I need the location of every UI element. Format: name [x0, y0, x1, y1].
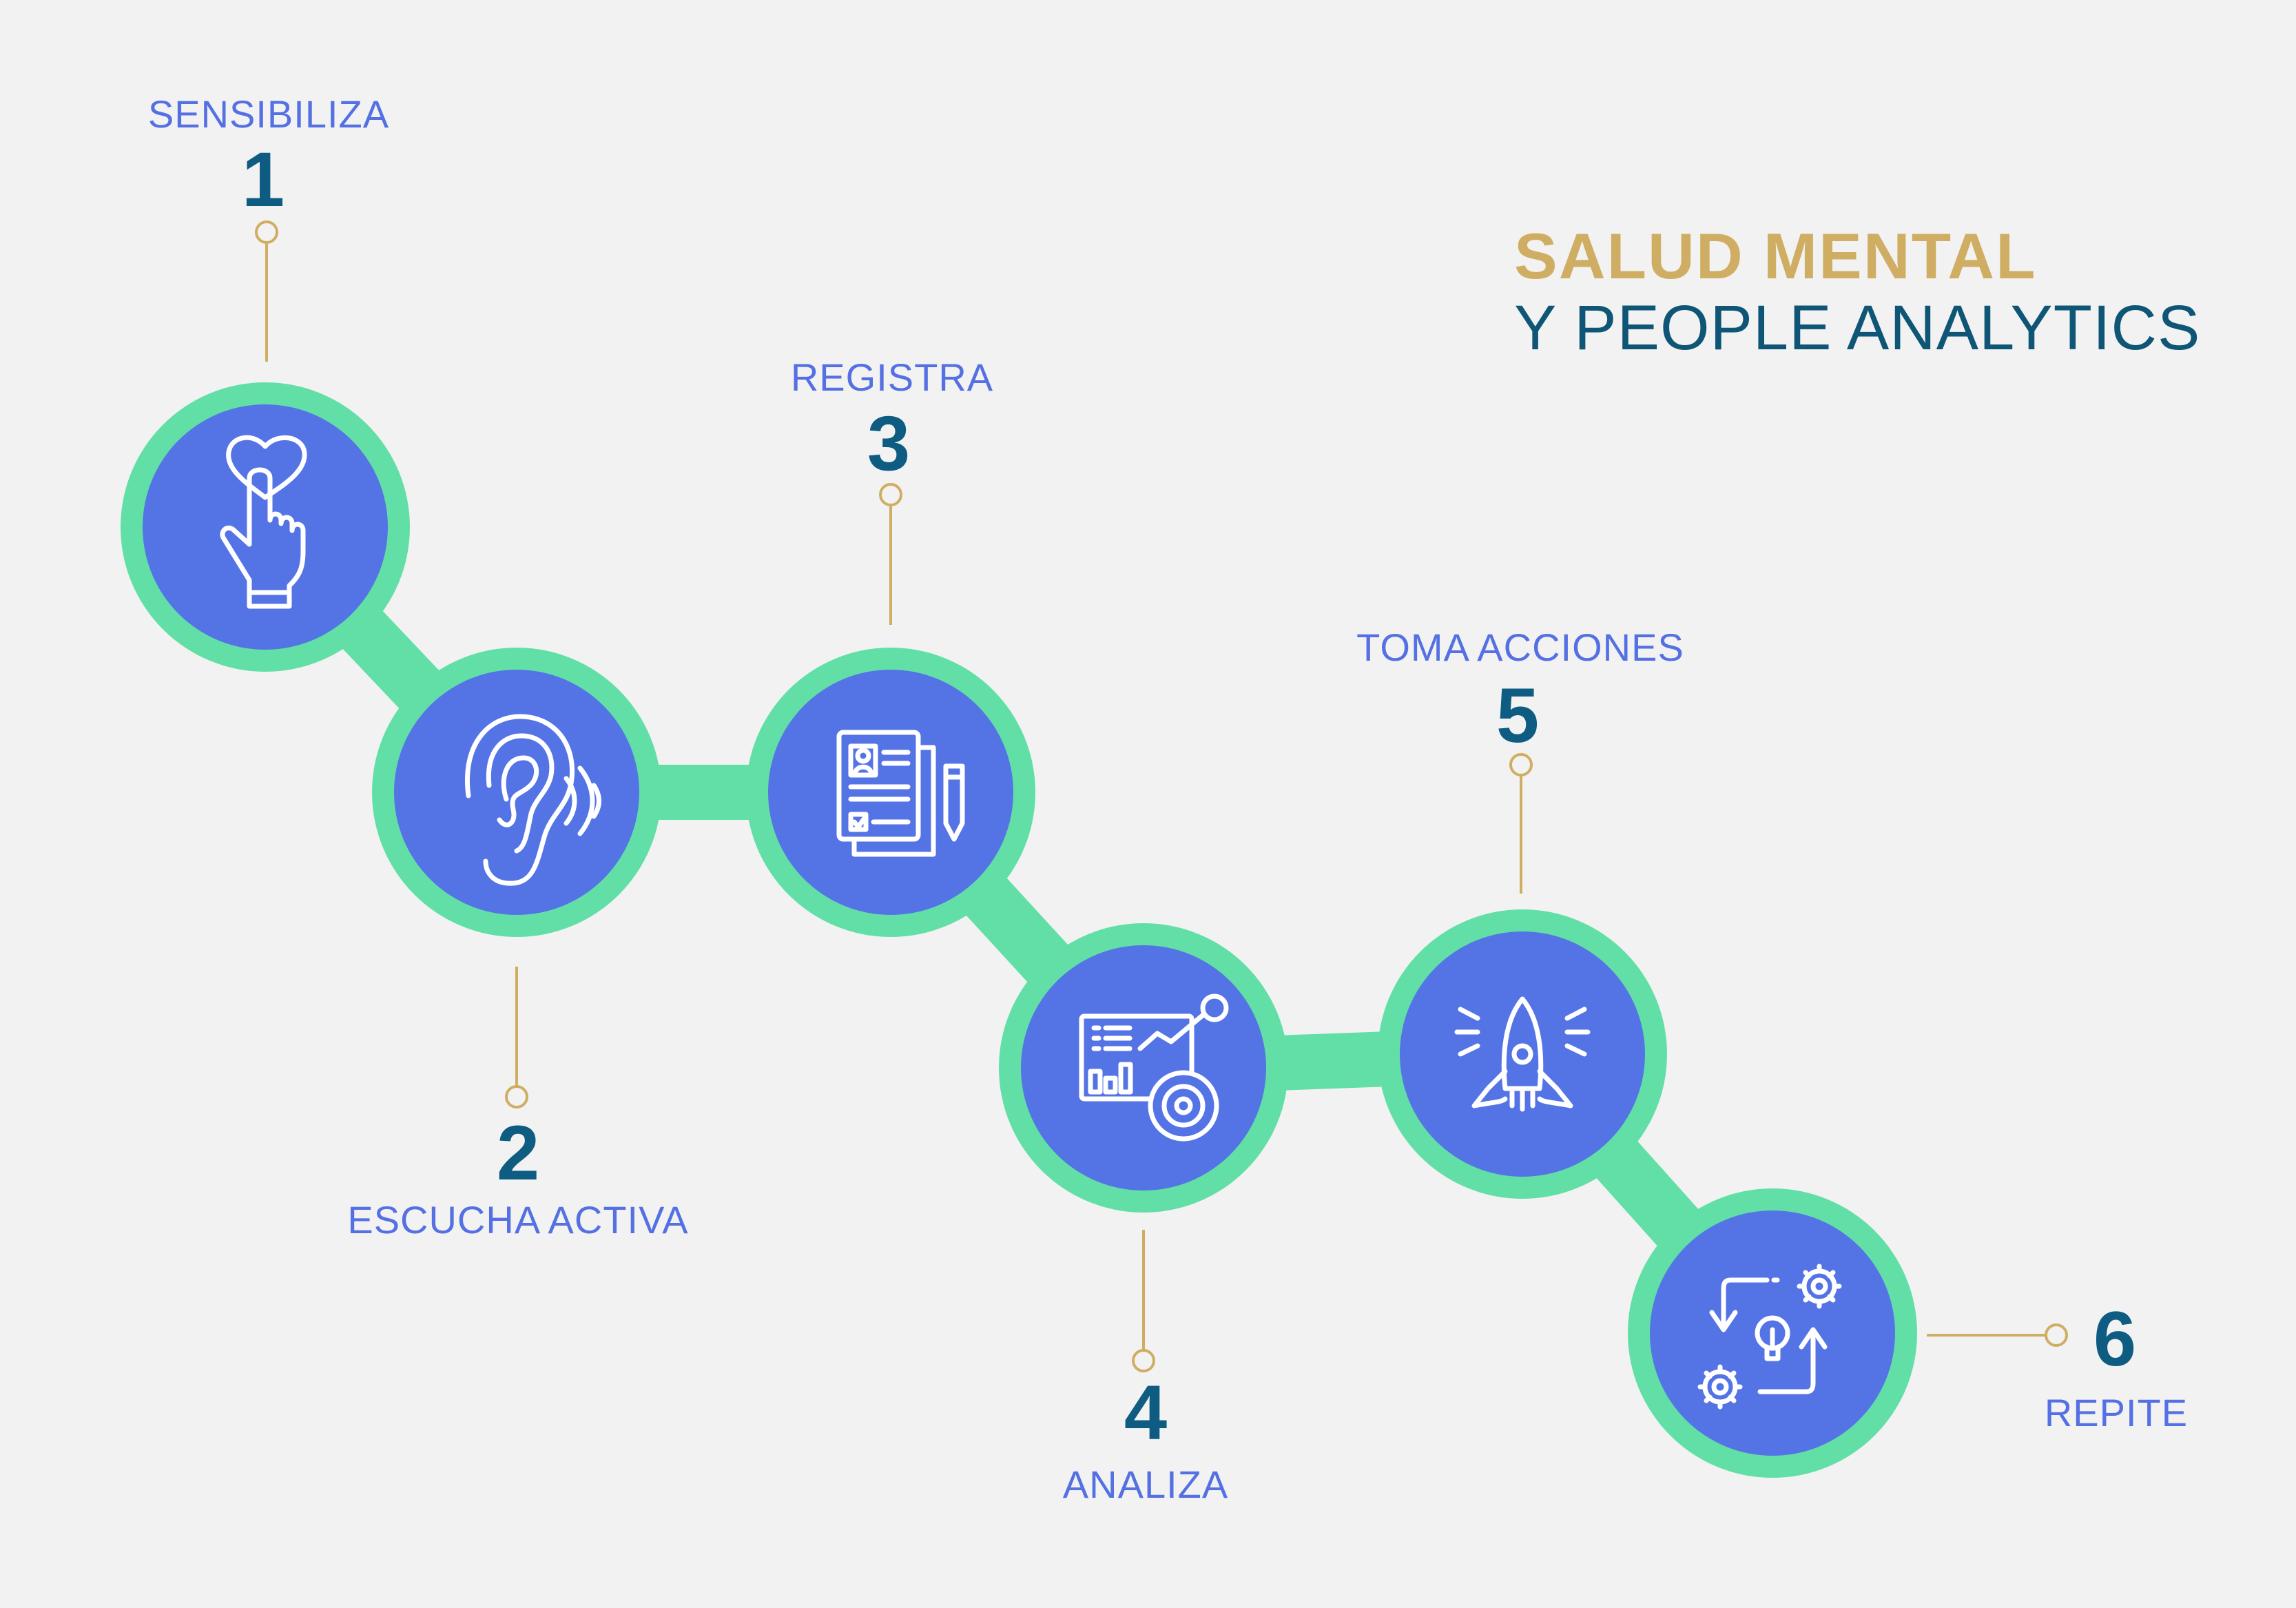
- step-5-label: TOMA ACCIONES: [1356, 626, 1684, 669]
- connector-dot-6: [2045, 1323, 2068, 1347]
- step-2-number: 2: [496, 1110, 540, 1196]
- ear-listening-icon: [465, 714, 601, 886]
- step-6-number: 6: [2093, 1296, 2137, 1382]
- node-4: [1021, 945, 1266, 1190]
- step-2-label: ESCUCHA ACTIVA: [347, 1198, 689, 1241]
- connector-dot-1: [255, 220, 278, 244]
- connector-dot-2: [505, 1085, 528, 1109]
- step-1-label: SENSIBILIZA: [147, 92, 390, 136]
- node-5: [1400, 931, 1645, 1177]
- repeat-process-icon: [1697, 1264, 1842, 1410]
- step-3-label: REGISTRA: [790, 355, 994, 399]
- connector-group: [255, 220, 2068, 1372]
- document-register-icon: [836, 730, 965, 857]
- rocket-icon: [1454, 996, 1591, 1112]
- step-4-number: 4: [1124, 1370, 1168, 1456]
- connector-dot-5: [1509, 753, 1533, 776]
- analytics-dashboard-icon: [1079, 993, 1229, 1142]
- node-3: [768, 670, 1013, 915]
- connector-dot-4: [1132, 1349, 1155, 1372]
- heart-touch-icon: [220, 435, 307, 609]
- step-4-label: ANALIZA: [1062, 1463, 1229, 1506]
- title-line-2: Y PEOPLE ANALYTICS: [1514, 293, 2201, 363]
- step-6-label: REPITE: [2044, 1391, 2189, 1434]
- step-5-number: 5: [1496, 672, 1540, 759]
- step-1-number: 1: [241, 136, 285, 223]
- connector-dot-3: [879, 483, 902, 506]
- title-line-1: SALUD MENTAL: [1514, 220, 2037, 292]
- step-3-number: 3: [867, 400, 911, 486]
- node-1: [143, 404, 388, 650]
